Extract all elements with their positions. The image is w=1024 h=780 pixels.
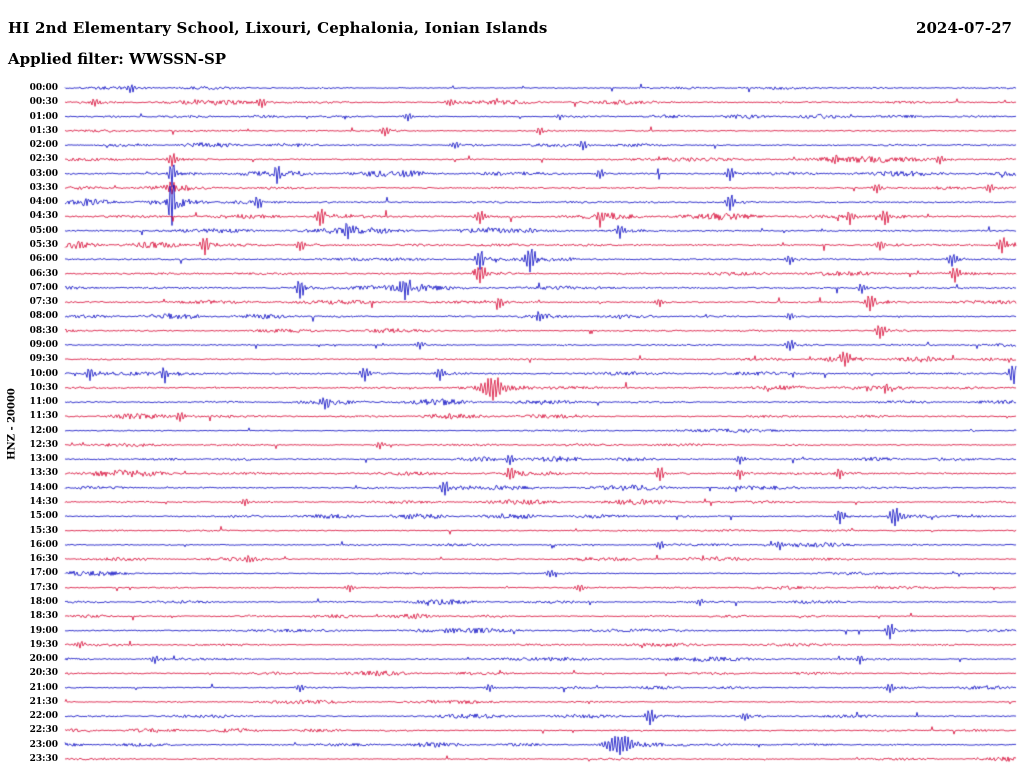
time-label: 02:00 — [29, 140, 58, 151]
time-label: 18:00 — [29, 596, 58, 607]
time-label: 00:30 — [29, 97, 58, 108]
time-label: 13:00 — [29, 454, 58, 465]
time-label: 10:30 — [29, 382, 58, 393]
time-label: 12:00 — [29, 425, 58, 436]
time-label: 21:00 — [29, 682, 58, 693]
time-label: 09:30 — [29, 354, 58, 365]
time-label: 03:30 — [29, 182, 58, 193]
time-label: 01:30 — [29, 125, 58, 136]
time-label: 06:00 — [29, 254, 58, 265]
time-label: 10:00 — [29, 368, 58, 379]
time-label: 09:00 — [29, 339, 58, 350]
time-label: 08:30 — [29, 325, 58, 336]
time-label: 19:00 — [29, 625, 58, 636]
time-label: 23:30 — [29, 754, 58, 765]
time-label: 07:30 — [29, 297, 58, 308]
time-label: 05:00 — [29, 225, 58, 236]
time-label: 03:00 — [29, 168, 58, 179]
time-label: 06:30 — [29, 268, 58, 279]
time-label: 15:30 — [29, 525, 58, 536]
time-label: 17:00 — [29, 568, 58, 579]
time-label: 14:30 — [29, 497, 58, 508]
time-label: 02:30 — [29, 154, 58, 165]
time-label: 04:30 — [29, 211, 58, 222]
station-title: HI 2nd Elementary School, Lixouri, Cepha… — [8, 19, 548, 37]
time-label: 08:00 — [29, 311, 58, 322]
time-label: 12:30 — [29, 439, 58, 450]
filter-label: Applied filter: WWSSN-SP — [8, 50, 227, 68]
time-label: 11:30 — [29, 411, 58, 422]
date-label: 2024-07-27 — [916, 19, 1012, 37]
time-label: 14:00 — [29, 482, 58, 493]
time-label: 18:30 — [29, 611, 58, 622]
time-label: 17:30 — [29, 582, 58, 593]
time-label: 00:00 — [29, 83, 58, 93]
time-label: 11:00 — [29, 397, 58, 408]
time-label: 07:00 — [29, 282, 58, 293]
time-label: 04:00 — [29, 197, 58, 208]
time-label: 05:30 — [29, 240, 58, 251]
time-label: 16:00 — [29, 539, 58, 550]
time-label: 20:00 — [29, 654, 58, 665]
time-label: 20:30 — [29, 668, 58, 679]
time-label: 19:30 — [29, 639, 58, 650]
time-label: 15:00 — [29, 511, 58, 522]
time-label: 23:00 — [29, 739, 58, 750]
time-label: 13:30 — [29, 468, 58, 479]
time-label: 22:00 — [29, 711, 58, 722]
time-label: 21:30 — [29, 696, 58, 707]
time-label: 16:30 — [29, 554, 58, 565]
time-label: 01:00 — [29, 111, 58, 122]
time-label: 22:30 — [29, 725, 58, 736]
